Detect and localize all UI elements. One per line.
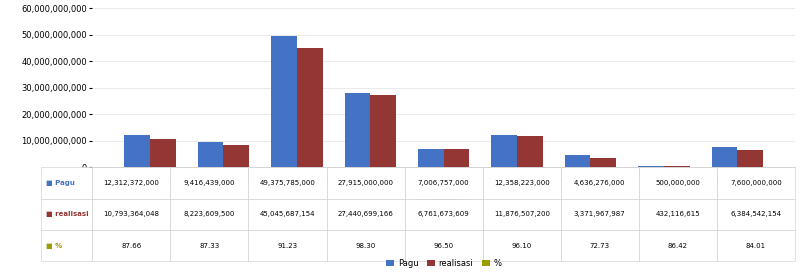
- Bar: [124, 135, 150, 167]
- Bar: [223, 145, 249, 167]
- Bar: [297, 48, 322, 167]
- Bar: [736, 150, 762, 167]
- Bar: [271, 36, 297, 167]
- Bar: [589, 158, 615, 167]
- Bar: [516, 136, 542, 167]
- Bar: [344, 93, 370, 167]
- Bar: [417, 149, 443, 167]
- Bar: [564, 155, 589, 167]
- Bar: [491, 134, 516, 167]
- Bar: [150, 139, 176, 167]
- Bar: [370, 95, 395, 167]
- Bar: [711, 147, 736, 167]
- Bar: [443, 149, 469, 167]
- Bar: [197, 142, 223, 167]
- Bar: [638, 166, 663, 167]
- Bar: [663, 166, 689, 167]
- Legend: Pagu, realisasi, %: Pagu, realisasi, %: [383, 255, 504, 271]
